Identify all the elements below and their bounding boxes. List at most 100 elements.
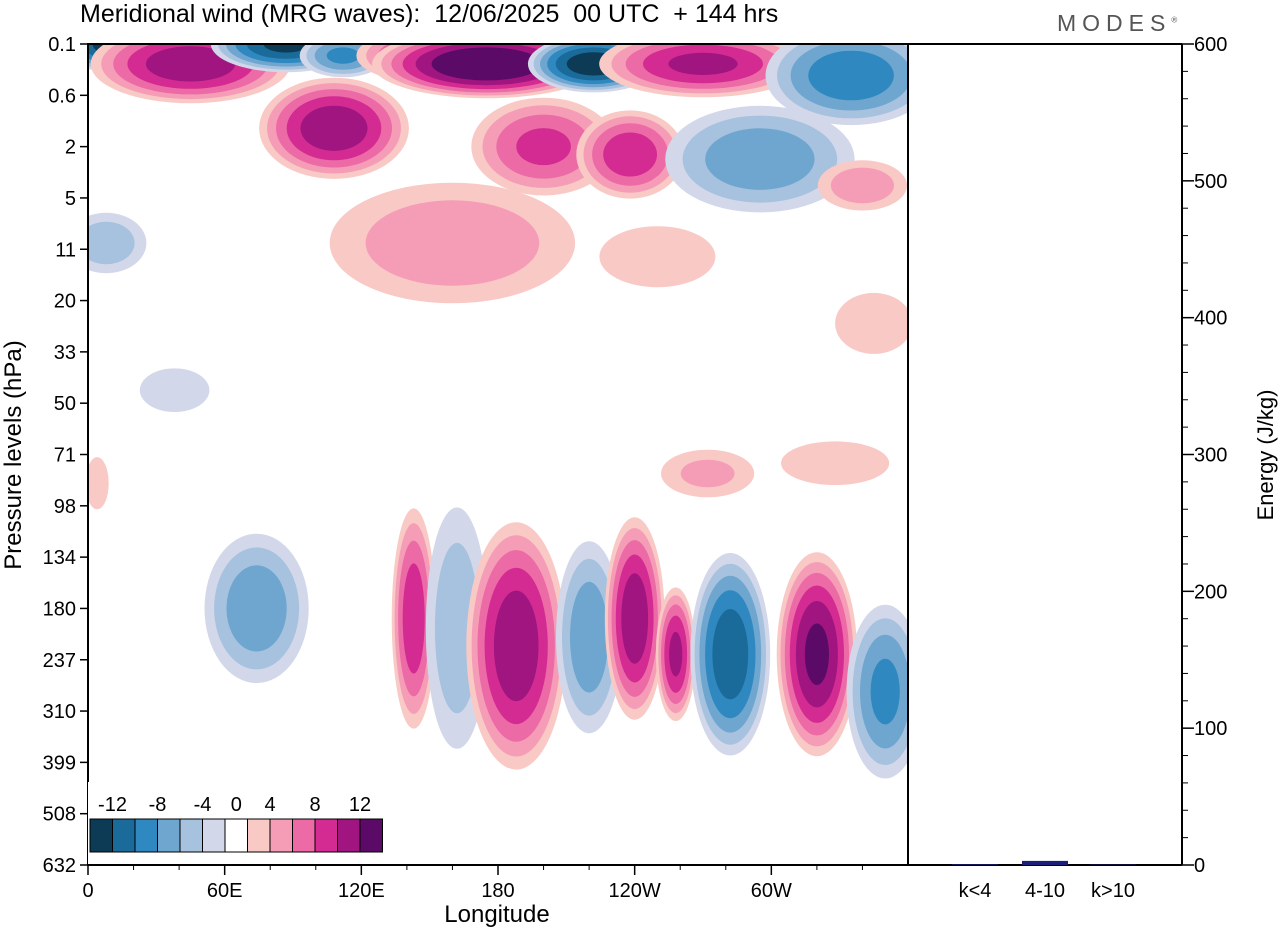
contour-blob	[835, 292, 908, 354]
energy-bar	[1022, 860, 1068, 865]
colorbar-label: -8	[149, 794, 167, 816]
brand-registered-mark: ®	[1171, 15, 1178, 25]
colorbar-swatch	[269, 818, 293, 853]
contour-level	[621, 573, 649, 664]
y-tick-label: 237	[43, 650, 76, 672]
contour-level	[88, 221, 135, 265]
energy-tick-label: 0	[1194, 855, 1205, 877]
contour-blob	[88, 212, 147, 274]
energy-bar	[952, 864, 998, 865]
y-tick-label: 71	[54, 445, 76, 467]
colorbar-swatch	[247, 818, 271, 853]
contour-blob	[88, 457, 109, 510]
y-tick-label: 310	[43, 701, 76, 723]
energy-tick-label: 200	[1194, 581, 1227, 603]
contour-level	[454, 54, 519, 74]
contour-level	[781, 441, 890, 486]
contour-level	[705, 128, 815, 190]
contour-blob	[556, 541, 623, 734]
contour-blob	[665, 105, 855, 213]
y-axis: 0.1 0.6 2 5 11 20 33 50 71 98 134 180 237 310 399 508 63…	[43, 34, 88, 877]
y-tick-label: 399	[43, 752, 76, 774]
y-axis-label: Pressure levels (hPa)	[0, 340, 27, 569]
colorbar-swatch	[314, 818, 338, 853]
contour-blob	[776, 552, 858, 757]
energy-tick-label: 600	[1194, 34, 1227, 56]
y-tick-label: 5	[65, 188, 76, 210]
colorbar-swatch	[337, 818, 361, 853]
energy-tick-label: 100	[1194, 718, 1227, 740]
y-tick-label: 508	[43, 804, 76, 826]
contour-blob	[576, 110, 684, 199]
contour-level	[599, 226, 716, 288]
x-tick-label: 120W	[609, 880, 661, 902]
y-tick-label: 0.6	[48, 85, 76, 107]
energy-category-label: 4-10	[1025, 880, 1065, 902]
contour-blob	[765, 44, 908, 126]
x-tick-label: 0	[82, 880, 93, 902]
contour-blob	[329, 182, 576, 304]
y-tick-label: 50	[54, 393, 76, 415]
contour-level	[804, 623, 830, 685]
contour-level	[402, 563, 425, 674]
contour-blob	[471, 97, 616, 196]
brand-logo: MODES®	[1057, 10, 1177, 37]
contour-level	[835, 292, 908, 354]
y-tick-label: 20	[54, 291, 76, 313]
x-tick-label: 120E	[338, 880, 385, 902]
colorbar-swatch	[157, 818, 181, 853]
y-tick-label: 2	[65, 137, 76, 159]
x-tick-label: 60E	[207, 880, 243, 902]
heatmap-field	[88, 44, 908, 779]
colorbar-label: -4	[194, 794, 212, 816]
colorbar-swatch	[292, 818, 316, 853]
contour-blob	[259, 77, 409, 179]
contour-level	[668, 52, 738, 75]
contour-level	[326, 47, 360, 64]
contour-level	[88, 457, 109, 510]
contour-level	[808, 50, 894, 101]
x-axis: 0 60E 120E 180 120W 60W	[82, 865, 863, 902]
y-tick-label: 33	[54, 342, 76, 364]
colorbar-swatch	[134, 818, 158, 853]
contour-level	[870, 658, 900, 725]
contour-blob	[466, 522, 567, 770]
colorbar-label: 0	[231, 794, 242, 816]
energy-panel: 0 100 200 300 400 500 600 k<4 4-10 k>10	[908, 34, 1227, 902]
contour-blob	[661, 449, 755, 498]
y-tick-label: 11	[55, 239, 76, 261]
energy-tick-label: 300	[1194, 445, 1227, 467]
contour-level	[365, 200, 540, 286]
colorbar-label: 4	[264, 794, 275, 816]
colorbar-swatch	[89, 818, 113, 853]
contour-level	[493, 590, 539, 702]
contour-blob	[204, 533, 309, 684]
energy-tick-label: 400	[1194, 308, 1227, 330]
contour-level	[263, 44, 309, 53]
colorbar-swatch	[179, 818, 203, 853]
colorbar-label: -12	[98, 794, 127, 816]
contour-level	[226, 565, 287, 652]
x-tick-label: 180	[481, 880, 514, 902]
contour-level	[830, 167, 895, 204]
y-tick-label: 632	[43, 855, 76, 877]
contour-blob	[817, 160, 908, 211]
contour-blob	[655, 587, 696, 721]
contour-blob	[781, 441, 890, 486]
contour-level	[712, 609, 749, 700]
contour-blob	[846, 604, 908, 779]
energy-tick-label: 500	[1194, 171, 1227, 193]
energy-category-label: k>10	[1091, 880, 1135, 902]
colorbar-swatch	[224, 818, 248, 853]
x-axis-label: Longitude	[444, 901, 549, 928]
contour-level	[145, 46, 236, 82]
contour-level	[139, 368, 210, 413]
contour-blob	[604, 517, 665, 720]
contour-blob	[690, 553, 771, 756]
colorbar-label: 12	[349, 794, 371, 816]
contour-level	[516, 128, 571, 166]
colorbar-swatch	[112, 818, 136, 853]
contour-level	[570, 581, 609, 693]
contour-level	[680, 459, 735, 488]
